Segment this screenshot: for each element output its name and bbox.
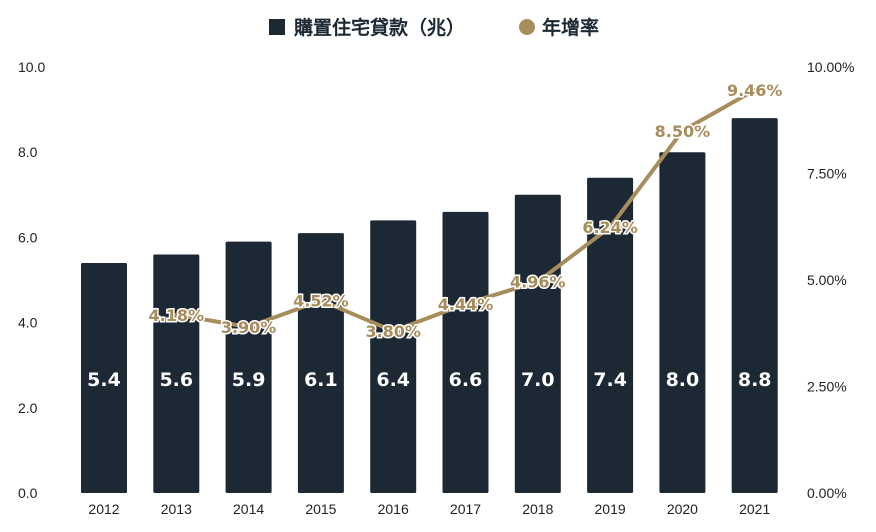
growth-line: 4.18% 3.90% 4.52% 3.80% 4.44% 4.96% 6.24% 8.50%… <box>147 80 784 343</box>
growth-rate-label: 4.44% <box>438 295 494 314</box>
growth-rate-label: 3.90% <box>221 318 277 337</box>
x-axis-tick-label: 2015 <box>305 501 336 517</box>
legend-line-swatch <box>519 19 535 35</box>
growth-rate-label: 3.80% <box>365 322 421 341</box>
bar-value-label: 5.6 <box>159 369 193 391</box>
bar-2015 <box>297 233 344 493</box>
bar-2012 <box>81 262 127 493</box>
growth-point-2014 <box>246 324 251 329</box>
bar-2014 <box>225 241 272 493</box>
x-axis-tick-label: 2019 <box>595 501 626 517</box>
right-axis-tick-label: 0.00% <box>807 485 847 501</box>
bar-value-label: 6.1 <box>304 369 338 391</box>
growth-point-2021 <box>752 88 757 93</box>
right-axis: 0.00% 2.50% 5.00% 7.50% 10.00% <box>807 59 854 501</box>
left-axis-tick-label: 6.0 <box>18 229 38 245</box>
growth-rate-label: 4.96% <box>510 273 566 292</box>
x-axis-tick-label: 2013 <box>161 501 192 517</box>
left-axis-tick-label: 2.0 <box>18 400 38 416</box>
right-axis-tick-label: 7.50% <box>807 166 847 182</box>
bar-value-label: 7.0 <box>521 369 555 391</box>
left-axis-tick-label: 4.0 <box>18 315 38 331</box>
growth-rate-label: 4.52% <box>293 291 349 310</box>
growth-point-2013 <box>174 312 179 317</box>
legend-bar-label: 購置住宅貸款（兆） <box>294 16 465 39</box>
growth-point-2015 <box>318 298 323 303</box>
bar-value-label: 8.8 <box>738 369 772 391</box>
legend-bar-swatch <box>269 19 285 35</box>
bar-2020 <box>659 152 706 493</box>
growth-rate-label: 4.18% <box>149 306 205 325</box>
bar-2019 <box>587 177 634 493</box>
right-axis-tick-label: 2.50% <box>807 379 847 395</box>
x-axis: 2012 2013 2014 2015 2016 2017 2018 2019 2020 2021 <box>88 501 770 517</box>
growth-point-2019 <box>608 225 613 230</box>
bar-value-label: 5.9 <box>232 369 266 391</box>
growth-rate-label: 9.46% <box>727 81 783 100</box>
x-axis-tick-label: 2016 <box>378 501 409 517</box>
right-axis-tick-label: 5.00% <box>807 272 847 288</box>
x-axis-tick-label: 2017 <box>450 501 481 517</box>
legend: 購置住宅貸款（兆） 年增率 <box>269 16 599 39</box>
x-axis-tick-label: 2018 <box>522 501 553 517</box>
bar-2021 <box>731 118 778 494</box>
bar-value-label: 6.6 <box>449 369 483 391</box>
bar-2013 <box>153 254 200 493</box>
left-axis: 0.0 2.0 4.0 6.0 8.0 10.0 <box>18 59 45 501</box>
x-axis-tick-label: 2020 <box>667 501 698 517</box>
left-axis-tick-label: 8.0 <box>18 144 38 160</box>
x-axis-tick-label: 2014 <box>233 501 264 517</box>
bars: 5.4 5.6 5.9 6.1 6.4 6.6 7.0 7.4 8.0 8.8 <box>81 118 778 494</box>
right-axis-tick-label: 10.00% <box>807 59 854 75</box>
x-axis-tick-label: 2012 <box>88 501 119 517</box>
bar-value-label: 8.0 <box>666 369 700 391</box>
growth-point-2016 <box>391 329 396 334</box>
growth-point-2017 <box>463 301 468 306</box>
growth-point-2018 <box>535 279 540 284</box>
bar-value-label: 5.4 <box>87 369 121 391</box>
bar-value-label: 7.4 <box>593 369 627 391</box>
growth-rate-label: 6.24% <box>582 218 638 237</box>
bar-2017 <box>442 211 489 493</box>
bar-2016 <box>370 220 417 494</box>
growth-point-2020 <box>680 128 685 133</box>
x-axis-tick-label: 2021 <box>739 501 770 517</box>
left-axis-tick-label: 0.0 <box>18 485 38 501</box>
left-axis-tick-label: 10.0 <box>18 59 45 75</box>
growth-rate-label: 8.50% <box>655 122 711 141</box>
bar-2018 <box>514 194 561 494</box>
bar-value-label: 6.4 <box>376 369 410 391</box>
legend-line-label: 年增率 <box>542 16 599 39</box>
